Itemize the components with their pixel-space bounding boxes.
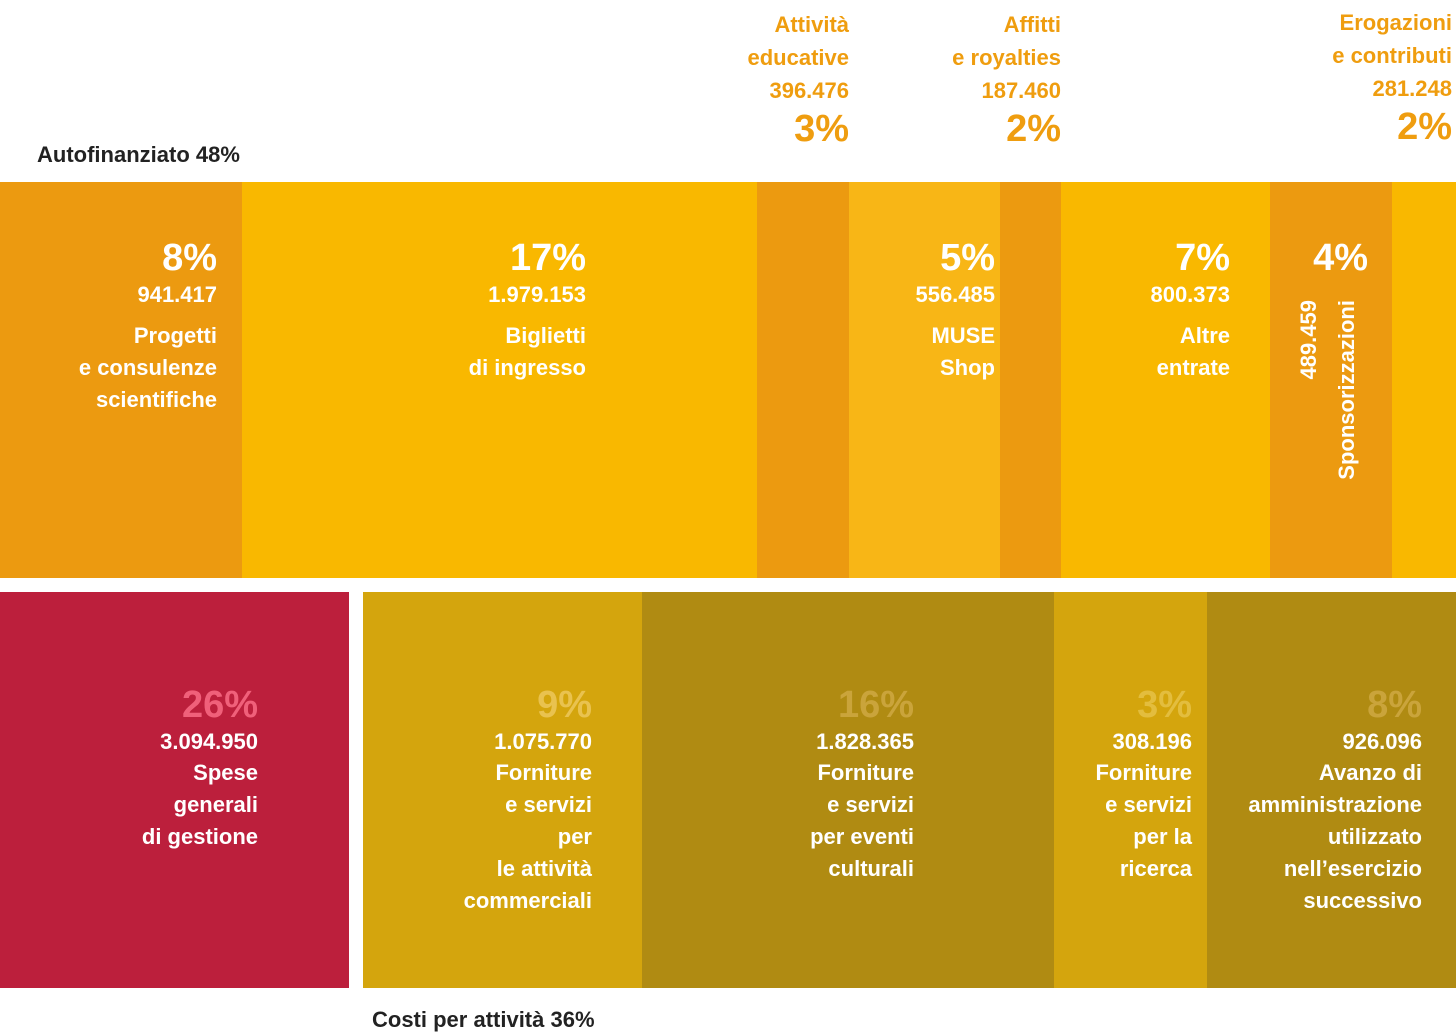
tile-amount: 3.094.950	[160, 729, 258, 754]
tile-label: di gestione	[141, 824, 258, 849]
tile-percent: 17%	[509, 237, 586, 279]
callout-amount: 187.460	[981, 78, 1061, 103]
tile-percent: 9%	[537, 684, 592, 726]
tile-percent: 4%	[1313, 237, 1368, 279]
tile-label: Spese	[193, 760, 258, 785]
footer-label: Costi per attività 36%	[372, 1007, 595, 1032]
tile: 17% 1.979.153 Biglietti di ingresso	[469, 236, 586, 384]
segment	[0, 592, 349, 988]
tile: 3% 308.196 Forniture e servizi per la ri…	[1095, 683, 1192, 885]
tile: 5% 556.485 MUSE Shop	[915, 236, 995, 384]
tile-amount: 556.485	[915, 282, 995, 307]
segment	[1061, 182, 1270, 578]
tile-label: e servizi	[505, 792, 592, 817]
tile: 489.459 Sponsorizzazioni	[1290, 300, 1366, 517]
tile-percent: 16%	[837, 684, 914, 726]
tile-label: amministrazione	[1248, 792, 1422, 817]
tile-percent: 8%	[1367, 684, 1422, 726]
tile: 7% 800.373 Altre entrate	[1150, 236, 1230, 384]
tile-label: ricerca	[1119, 856, 1192, 881]
callout-amount: 396.476	[769, 78, 849, 103]
tile-percent: 26%	[181, 684, 258, 726]
tile-label: Forniture	[495, 760, 592, 785]
tile-label: per la	[1133, 824, 1192, 849]
tile-label: e servizi	[1105, 792, 1192, 817]
segment	[849, 182, 1000, 578]
tile-label: Biglietti	[505, 323, 586, 348]
segment	[363, 592, 642, 988]
tile-amount: 941.417	[137, 282, 217, 307]
callout: Attività educative 396.476 3%	[748, 8, 850, 151]
callout-percent: 2%	[1397, 106, 1452, 148]
tile-amount: 1.979.153	[488, 282, 586, 307]
callout-percent: 3%	[794, 108, 849, 150]
segment	[1000, 182, 1061, 578]
tile-amount: 308.196	[1112, 729, 1192, 754]
callout-title: e contributi	[1332, 43, 1452, 68]
tile: 16% 1.828.365 Forniture e servizi per ev…	[810, 683, 914, 885]
tile-amount: 800.373	[1150, 282, 1230, 307]
tile-amount: 1.828.365	[816, 729, 914, 754]
tile-label: Progetti	[133, 323, 217, 348]
tile-label: nell’esercizio	[1283, 856, 1422, 881]
callout-percent: 2%	[1006, 108, 1061, 150]
tile-label: e consulenze	[78, 355, 217, 380]
tile-label: entrate	[1156, 355, 1230, 380]
segment	[757, 182, 849, 578]
tile-label: Forniture	[1095, 760, 1192, 785]
callout-title: Erogazioni	[1339, 10, 1452, 35]
tile-percent: 8%	[162, 237, 217, 279]
callout-title: Affitti	[1003, 12, 1061, 37]
tile-label: utilizzato	[1327, 824, 1422, 849]
tile-label: di ingresso	[468, 355, 586, 380]
callout-title: Attività	[774, 12, 849, 37]
segment	[1207, 592, 1456, 988]
tile-label: MUSE	[931, 323, 995, 348]
callout: Erogazioni e contributi 281.248 2%	[1332, 6, 1452, 149]
tile-label: Sponsorizzazioni	[1334, 300, 1359, 480]
tile-label: commerciali	[463, 888, 592, 913]
tile-label: successivo	[1303, 888, 1422, 913]
segment	[1270, 182, 1392, 578]
tile-label: Forniture	[817, 760, 914, 785]
tile: 9% 1.075.770 Forniture e servizi per le …	[464, 683, 592, 917]
tile-label: e servizi	[827, 792, 914, 817]
tile-amount: 926.096	[1342, 729, 1422, 754]
callout-amount: 281.248	[1372, 76, 1452, 101]
tile-percent: 5%	[940, 237, 995, 279]
tile-label: culturali	[828, 856, 914, 881]
tile: 8% 926.096 Avanzo di amministrazione uti…	[1248, 683, 1422, 917]
tile: 8% 941.417 Progetti e consulenze scienti…	[79, 236, 217, 416]
tile-label: Shop	[940, 355, 995, 380]
segment	[0, 182, 242, 578]
segment	[1054, 592, 1207, 988]
callout-title: educative	[747, 45, 850, 70]
tile-label: per	[557, 824, 592, 849]
segment	[242, 182, 757, 578]
tile-label: Avanzo di	[1318, 760, 1422, 785]
tile-amount: 489.459	[1296, 300, 1321, 380]
tile-label: per eventi	[810, 824, 914, 849]
tile-label: generali	[173, 792, 258, 817]
tile-percent: 7%	[1175, 237, 1230, 279]
tile: 26% 3.094.950 Spese generali di gestione	[142, 683, 258, 853]
tile-label: le attività	[496, 856, 592, 881]
tile-percent: 3%	[1137, 684, 1192, 726]
callout: Affitti e royalties 187.460 2%	[952, 8, 1061, 151]
segment	[642, 592, 1054, 988]
header-label: Autofinanziato 48%	[37, 142, 240, 167]
segment	[1392, 182, 1456, 578]
callout-title: e royalties	[952, 45, 1061, 70]
tile-label: Altre	[1179, 323, 1230, 348]
tile-label: scientifiche	[95, 387, 217, 412]
tile-amount: 1.075.770	[494, 729, 592, 754]
